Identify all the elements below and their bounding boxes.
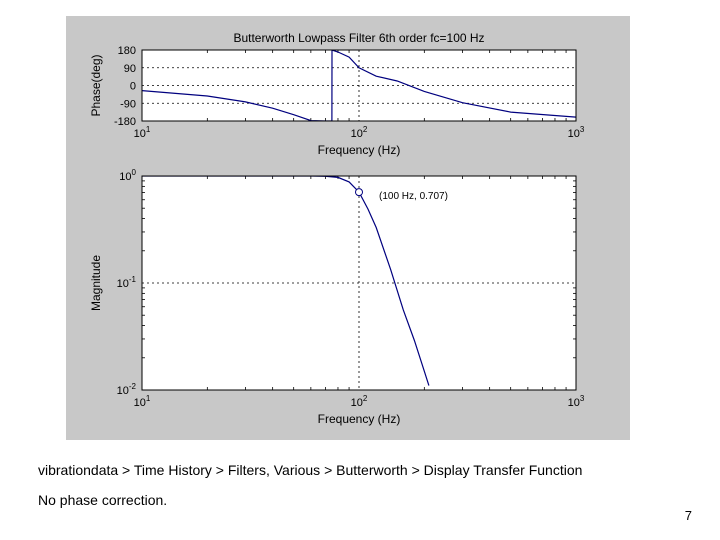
- page-number: 7: [684, 508, 692, 523]
- y-axis-label: Phase(deg): [89, 54, 103, 116]
- chart-svg: 101 102 103 180 90 0 -90 -180 Frequency (Hz) Phas…: [89, 31, 585, 426]
- y-tick-label: 180: [118, 45, 136, 57]
- y-tick-label: 90: [124, 63, 136, 75]
- axes-frame-2: [141, 175, 577, 391]
- caption-path: vibrationdata > Time History > Filters, …: [38, 462, 583, 478]
- annotation-marker: [355, 188, 363, 197]
- y-axis-label: Magnitude: [89, 255, 103, 311]
- x-tick-label: 101: [134, 394, 151, 409]
- figure-window: 101 102 103 180 90 0 -90 -180 Frequency (Hz) Phas…: [66, 16, 630, 440]
- y-tick-label: 10-2: [117, 382, 137, 397]
- x-tick-label: 102: [351, 394, 368, 409]
- x-axis-label: Frequency (Hz): [318, 143, 401, 157]
- y-tick-label: 10-1: [117, 275, 137, 290]
- axes-frame-1: [141, 49, 577, 122]
- y-tick-label: 0: [130, 81, 136, 93]
- x-tick-label: 101: [134, 125, 151, 140]
- y-tick-label: 100: [119, 168, 136, 183]
- caption-note: No phase correction.: [38, 492, 168, 508]
- y-tick-label: -180: [114, 116, 136, 128]
- x-tick-label: 102: [351, 125, 368, 140]
- x-axis-label: Frequency (Hz): [318, 412, 401, 426]
- x-tick-label: 103: [568, 394, 585, 409]
- chart-title: Butterworth Lowpass Filter 6th order fc=…: [233, 31, 484, 45]
- annotation-label: (100 Hz, 0.707): [379, 191, 448, 202]
- data-line-1: [142, 50, 576, 121]
- y-tick-label: -90: [120, 98, 136, 110]
- x-tick-label: 103: [568, 125, 585, 140]
